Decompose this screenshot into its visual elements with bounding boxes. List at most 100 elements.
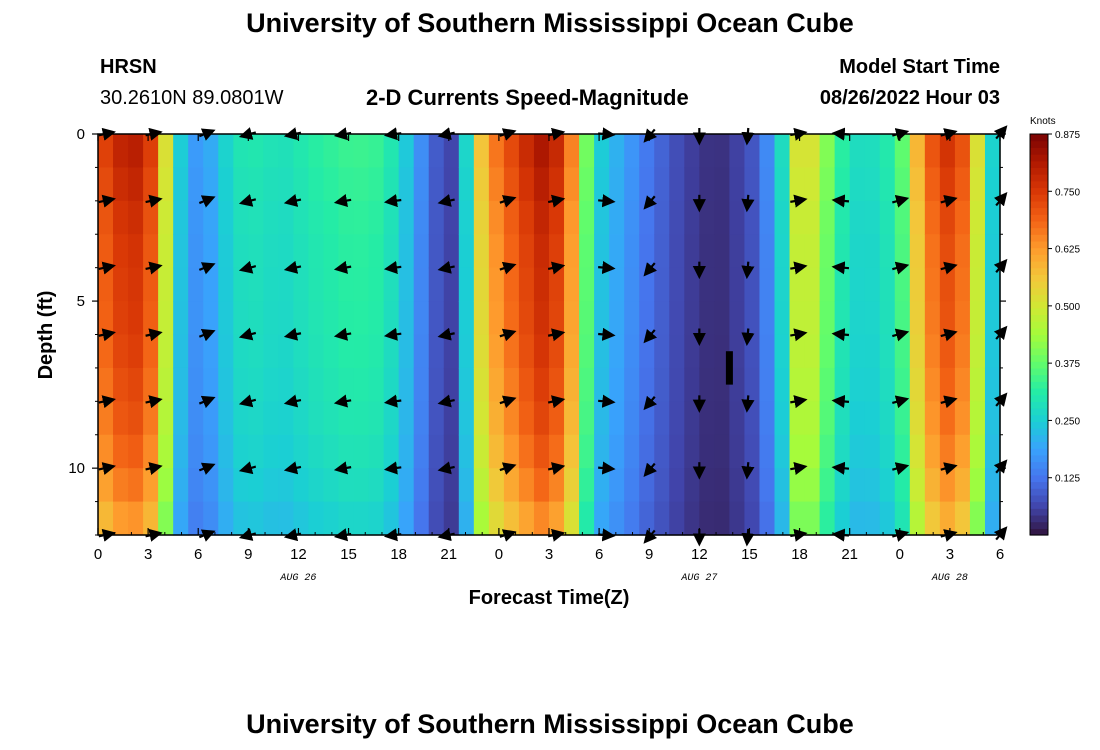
heatmap-cell — [654, 167, 670, 202]
colorbar-tick-label: 0.625 — [1055, 245, 1080, 256]
heatmap-cell — [293, 468, 310, 503]
heatmap-cell — [579, 434, 595, 469]
heatmap-cell — [383, 167, 400, 202]
current-vector — [383, 394, 402, 408]
heatmap-cell — [518, 367, 535, 402]
heatmap-cell — [729, 334, 746, 369]
heatmap-cell — [969, 334, 986, 369]
current-vector — [598, 194, 616, 208]
heatmap-cell — [714, 501, 730, 536]
heatmap-cell — [684, 234, 700, 269]
heatmap-cell — [158, 134, 174, 169]
current-vector — [145, 462, 163, 475]
heatmap-cell — [729, 234, 746, 269]
heatmap-cell — [759, 134, 776, 169]
heatmap-cell — [323, 468, 340, 503]
heatmap-cell — [774, 134, 791, 169]
heatmap-cell — [969, 267, 986, 302]
heatmap-cell — [473, 301, 490, 336]
heatmap-cell — [308, 434, 325, 469]
heatmap-cell — [864, 234, 881, 269]
heatmap-cell — [443, 234, 460, 269]
heatmap-cell — [128, 334, 144, 369]
heatmap-cell — [518, 301, 535, 336]
heatmap-cell — [579, 301, 595, 336]
current-vector — [940, 395, 958, 409]
heatmap-cell — [834, 334, 851, 369]
heatmap-cell — [413, 501, 430, 536]
heatmap-cell — [188, 134, 204, 169]
heatmap-cell — [609, 334, 625, 369]
chart-subtitle: 2-D Currents Speed-Magnitude — [366, 85, 689, 110]
heatmap-cell — [639, 334, 655, 369]
heatmap-cell — [924, 334, 941, 369]
heatmap-cell — [173, 200, 189, 235]
heatmap-cell — [203, 401, 219, 436]
heatmap-cell — [128, 401, 144, 436]
colorbar-segment — [1030, 240, 1048, 249]
heatmap-cell — [594, 401, 610, 436]
heatmap-cell — [639, 367, 655, 402]
heatmap-cell — [503, 367, 520, 402]
current-vector — [547, 261, 566, 275]
heatmap-cell — [894, 167, 911, 202]
current-vector — [383, 461, 402, 475]
heatmap-cell — [909, 200, 926, 235]
heatmap-cell — [624, 234, 640, 269]
current-vector — [283, 394, 302, 408]
heatmap-cell — [488, 167, 505, 202]
heatmap-cell — [383, 334, 400, 369]
heatmap-cell — [834, 501, 851, 536]
heatmap-cell — [458, 468, 475, 503]
heatmap-cell — [939, 468, 956, 503]
current-vector — [741, 395, 755, 413]
heatmap-cell — [113, 134, 129, 169]
heatmap-cell — [158, 301, 174, 336]
heatmap-cell — [368, 367, 385, 402]
heatmap-cell — [173, 501, 189, 536]
date-label: AUG 27 — [680, 573, 717, 584]
heatmap-cell — [158, 401, 174, 436]
current-vector — [940, 194, 958, 208]
current-vector — [892, 261, 910, 275]
heatmap-cell — [579, 200, 595, 235]
heatmap-cell — [473, 134, 490, 169]
heatmap-cell — [368, 468, 385, 503]
heatmap-cell — [654, 200, 670, 235]
chart-title-bottom: University of Southern Mississippi Ocean… — [246, 709, 854, 739]
colorbar-segment — [1030, 281, 1048, 289]
colorbar-segment — [1030, 287, 1048, 295]
heatmap-cell — [729, 468, 746, 503]
current-vector — [940, 261, 958, 275]
colorbar-segment — [1030, 381, 1048, 389]
heatmap-cell — [458, 367, 475, 402]
current-vector — [333, 394, 352, 408]
current-vector — [892, 395, 910, 409]
heatmap-cell — [699, 301, 715, 336]
heatmap-cell — [473, 234, 490, 269]
current-vector — [145, 328, 163, 342]
current-vector — [499, 462, 517, 475]
heatmap-cell — [774, 367, 791, 402]
colorbar-segment — [1030, 454, 1048, 463]
heatmap-cell — [293, 301, 310, 336]
heatmap-cell — [143, 367, 159, 402]
heatmap-cell — [864, 367, 881, 402]
heatmap-cell — [488, 401, 505, 436]
heatmap-cell — [879, 367, 896, 402]
heatmap-cell — [158, 501, 174, 536]
heatmap-cell — [969, 134, 986, 169]
heatmap-cell — [128, 134, 144, 169]
colorbar-segment — [1030, 374, 1048, 382]
heatmap-cell — [473, 501, 490, 536]
heatmap-cell — [188, 468, 204, 503]
heatmap-cell — [248, 501, 264, 536]
heatmap-cell — [488, 267, 505, 302]
heatmap-cell — [338, 267, 355, 302]
heatmap-cell — [338, 334, 355, 369]
heatmap-cell — [263, 234, 279, 269]
heatmap-cell — [714, 468, 730, 503]
heatmap-cell — [594, 434, 610, 469]
heatmap-cell — [113, 167, 129, 202]
heatmap-cell — [203, 200, 219, 235]
